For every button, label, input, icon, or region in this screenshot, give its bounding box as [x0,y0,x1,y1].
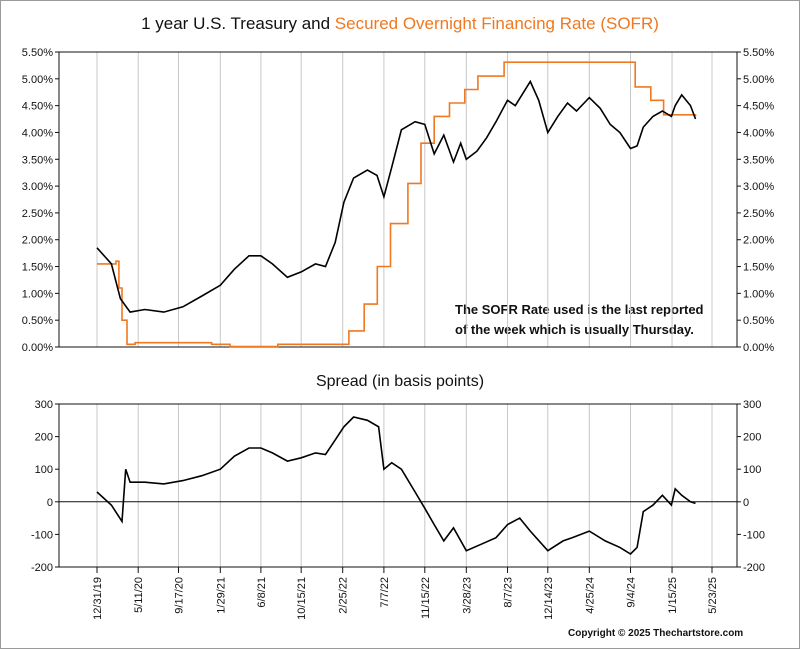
y-tick-label-right: 0.50% [743,315,774,327]
y-tick-label-right: 5.00% [743,74,774,86]
sofr-note: The SOFR Rate used is the last reported … [455,300,704,340]
bottom-plot-area [58,403,738,568]
sofr-rate-line [97,61,697,348]
y-tick-label-left: 300 [35,399,53,411]
y-tick-label-left: 1.50% [22,262,53,274]
y-tick-label-left: 1.00% [22,288,53,300]
x-tick-label: 1/29/21 [215,577,227,614]
sofr-note-line-1: The SOFR Rate used is the last reported [455,302,704,317]
y-tick-label-left: 5.00% [22,74,53,86]
y-tick-label-right: 5.50% [743,47,774,59]
x-tick-label: 3/28/23 [461,577,473,614]
y-tick-label-right: 0.00% [743,342,774,354]
x-tick-label: 2/25/22 [338,577,350,614]
y-tick-label-right: 2.00% [743,235,774,247]
y-tick-label-left: 0.50% [22,315,53,327]
x-tick-label: 5/23/25 [707,577,719,614]
y-tick-label-right: 300 [743,399,761,411]
title-sofr: Secured Overnight Financing Rate (SOFR) [334,14,659,33]
x-tick-label: 12/31/19 [92,577,104,620]
y-tick-label-right: 200 [743,432,761,444]
y-tick-label-right: 1.00% [743,288,774,300]
x-tick-label: 9/4/24 [626,577,638,608]
x-tick-label: 11/15/22 [420,577,432,619]
y-tick-label-right: 3.50% [743,154,774,166]
y-tick-label-right: 2.50% [743,208,774,220]
y-tick-label-left: 3.50% [22,154,53,166]
spread-line [96,416,696,556]
y-tick-label-left: 3.00% [22,181,53,193]
y-tick-label-left: 4.50% [22,101,53,113]
y-tick-label-left: 5.50% [22,47,53,59]
y-tick-label-left: 2.00% [22,235,53,247]
y-tick-label-right: 0 [743,497,749,509]
y-tick-label-left: 200 [35,432,53,444]
x-tick-label: 7/7/22 [379,577,391,608]
y-tick-label-left: 2.50% [22,208,53,220]
y-tick-label-right: -100 [743,529,765,541]
y-tick-label-left: 100 [35,464,53,476]
x-tick-label: 5/11/20 [133,577,145,613]
y-tick-label-right: -200 [743,562,765,574]
x-tick-label: 8/7/23 [503,577,515,608]
y-tick-label-right: 4.00% [743,127,774,139]
x-tick-label: 9/17/20 [173,577,185,614]
y-tick-label-right: 3.00% [743,181,774,193]
x-tick-label: 1/15/25 [667,577,679,614]
treasury-1yr-line [96,79,697,313]
y-tick-label-right: 4.50% [743,101,774,113]
y-tick-label-right: 1.50% [743,262,774,274]
copyright-text: Copyright © 2025 Thechartstore.com [568,628,744,639]
x-tick-label: 4/25/24 [584,577,596,614]
x-tick-label: 12/14/23 [543,577,555,620]
y-tick-label-left: -200 [31,562,53,574]
y-tick-label-right: 100 [743,464,761,476]
y-tick-label-left: 0 [47,497,53,509]
spread-chart-title: Spread (in basis points) [315,373,485,390]
x-tick-label: 10/15/21 [296,577,308,620]
chart-title: 1 year U.S. Treasury and Secured Overnig… [0,14,800,34]
y-tick-label-left: -100 [31,529,53,541]
y-tick-label-left: 0.00% [22,342,53,354]
title-treasury: 1 year U.S. Treasury and [141,14,335,33]
sofr-note-line-2: of the week which is usually Thursday. [455,322,694,337]
top-plot-area [58,51,738,348]
y-tick-label-left: 4.00% [22,127,53,139]
x-tick-label: 6/8/21 [256,577,268,608]
